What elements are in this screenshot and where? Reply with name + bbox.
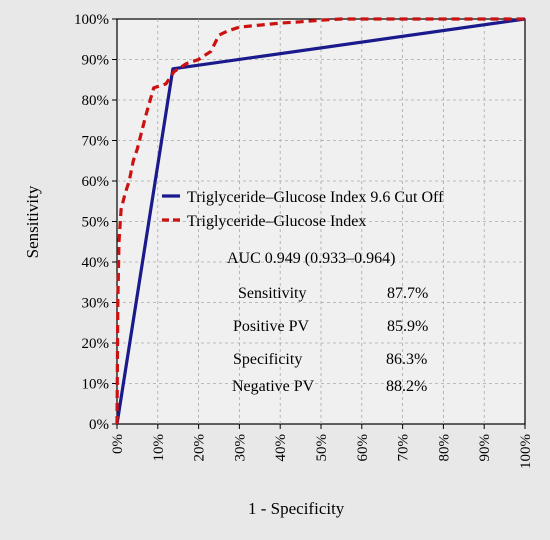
x-tick-label: 70% (396, 434, 412, 462)
y-axis-title: Sensitivity (23, 185, 42, 258)
x-tick-label: 20% (192, 434, 208, 462)
y-tick-label: 80% (82, 93, 110, 109)
series-line-index (115, 17, 525, 425)
x-axis-title: 1 - Specificity (248, 499, 345, 518)
x-tick-label: 40% (273, 434, 289, 462)
stat-label: Positive PV (233, 318, 309, 335)
y-tick-label: 100% (74, 12, 109, 28)
x-tick-label: 60% (355, 434, 371, 462)
y-tick-label: 40% (82, 255, 110, 271)
x-tick-label: 100% (518, 434, 534, 469)
x-tick-label: 30% (232, 434, 248, 462)
stat-value: 85.9% (387, 318, 428, 335)
x-tick-label: 50% (314, 434, 330, 462)
auc-text: AUC 0.949 (0.933–0.964) (227, 250, 395, 267)
y-tick-label: 60% (82, 174, 110, 190)
x-tick-label: 90% (477, 434, 493, 462)
y-tick-label: 90% (82, 53, 110, 69)
stat-value: 88.2% (386, 378, 427, 395)
stat-value: 87.7% (387, 285, 428, 302)
legend: Triglyceride–Glucose Index 9.6 Cut Off Tr… (162, 189, 444, 230)
y-tick-label: 10% (82, 377, 110, 393)
x-tick-label: 80% (436, 434, 452, 462)
axes: 0%0% 10% 10% 20% 20% 30% 30% 40% 40% 50% 50% 60% 60%… (23, 12, 534, 518)
legend-label: Triglyceride–Glucose Index (187, 213, 366, 230)
y-tick-label: 50% (82, 215, 110, 231)
y-tick-label: 30% (82, 296, 110, 312)
stat-label: Negative PV (232, 378, 315, 395)
stat-label: Specificity (233, 351, 302, 368)
y-tick-label: 70% (82, 134, 110, 150)
x-tick-label: 10% (151, 434, 167, 462)
stat-label: Sensitivity (238, 285, 306, 302)
stats-annotation: AUC 0.949 (0.933–0.964) Sensitivity 87.7% P… (227, 250, 428, 395)
series-lines (115, 17, 526, 425)
y-tick-label: 20% (82, 336, 110, 352)
y-tick-label: 0% (89, 417, 109, 433)
stat-value: 86.3% (386, 351, 427, 368)
series-line-cutoff (115, 17, 526, 425)
x-tick-label: 0% (110, 434, 126, 454)
legend-label: Triglyceride–Glucose Index 9.6 Cut Off (187, 189, 444, 206)
